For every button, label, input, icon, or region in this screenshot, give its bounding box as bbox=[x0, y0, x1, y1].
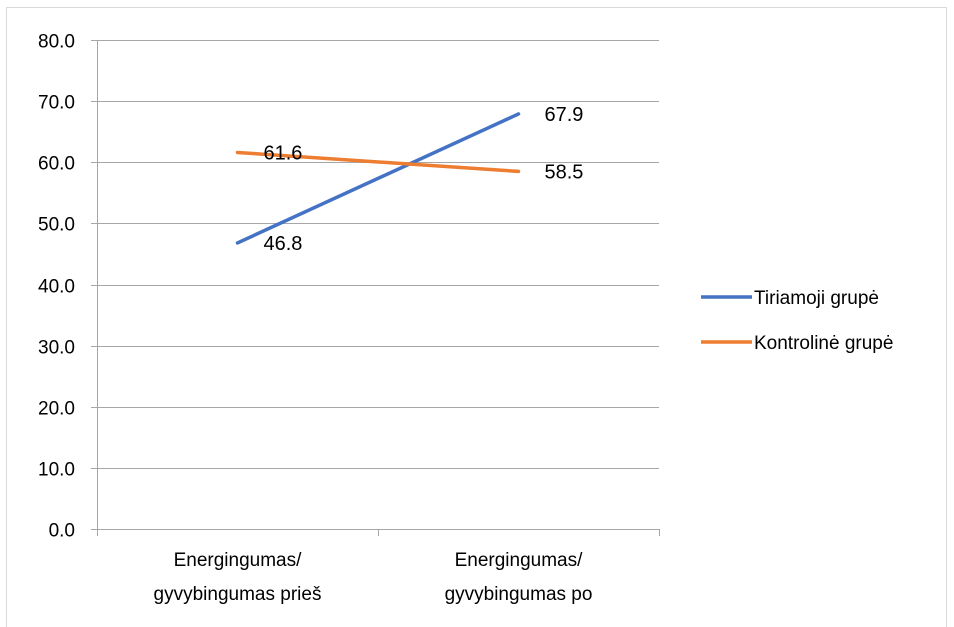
axes bbox=[91, 40, 660, 536]
x-axis-categories: Energingumas/gyvybingumas prieš Energingu… bbox=[154, 550, 593, 605]
gridlines bbox=[97, 40, 659, 469]
y-axis-ticks: 0.0 10.0 20.0 30.0 40.0 50.0 60.0 70.0 80.0 bbox=[38, 32, 75, 542]
y-tick-label: 0.0 bbox=[49, 521, 75, 542]
y-tick-label: 50.0 bbox=[38, 215, 75, 236]
legend-label: Tiriamoji grupė bbox=[754, 288, 879, 309]
data-label: 67.9 bbox=[545, 104, 584, 126]
y-tick-label: 60.0 bbox=[38, 154, 75, 175]
y-tick-label: 70.0 bbox=[38, 93, 75, 114]
y-tick-label: 40.0 bbox=[38, 277, 75, 298]
series-line-1 bbox=[235, 112, 521, 245]
legend: Tiriamoji grupė Kontrolinė grupė bbox=[701, 288, 893, 354]
data-label: 58.5 bbox=[545, 161, 584, 183]
x-category-label: gyvybingumas prieš bbox=[154, 584, 322, 605]
y-tick-label: 30.0 bbox=[38, 338, 75, 359]
x-category-label: Energingumas/ bbox=[174, 550, 303, 571]
x-category-label: gyvybingumas po bbox=[445, 584, 593, 605]
x-category-label: Energingumas/ bbox=[455, 550, 584, 571]
series-line-2 bbox=[235, 150, 521, 174]
y-tick-label: 80.0 bbox=[38, 32, 75, 53]
data-labels: 46.8 67.9 61.6 58.5 bbox=[264, 104, 584, 255]
series-lines bbox=[235, 112, 521, 245]
data-label: 61.6 bbox=[264, 142, 303, 164]
data-label: 46.8 bbox=[264, 233, 303, 255]
legend-label: Kontrolinė grupė bbox=[754, 333, 893, 354]
chart-frame bbox=[6, 7, 947, 627]
y-tick-label: 20.0 bbox=[38, 399, 75, 420]
y-tick-label: 10.0 bbox=[38, 460, 75, 481]
